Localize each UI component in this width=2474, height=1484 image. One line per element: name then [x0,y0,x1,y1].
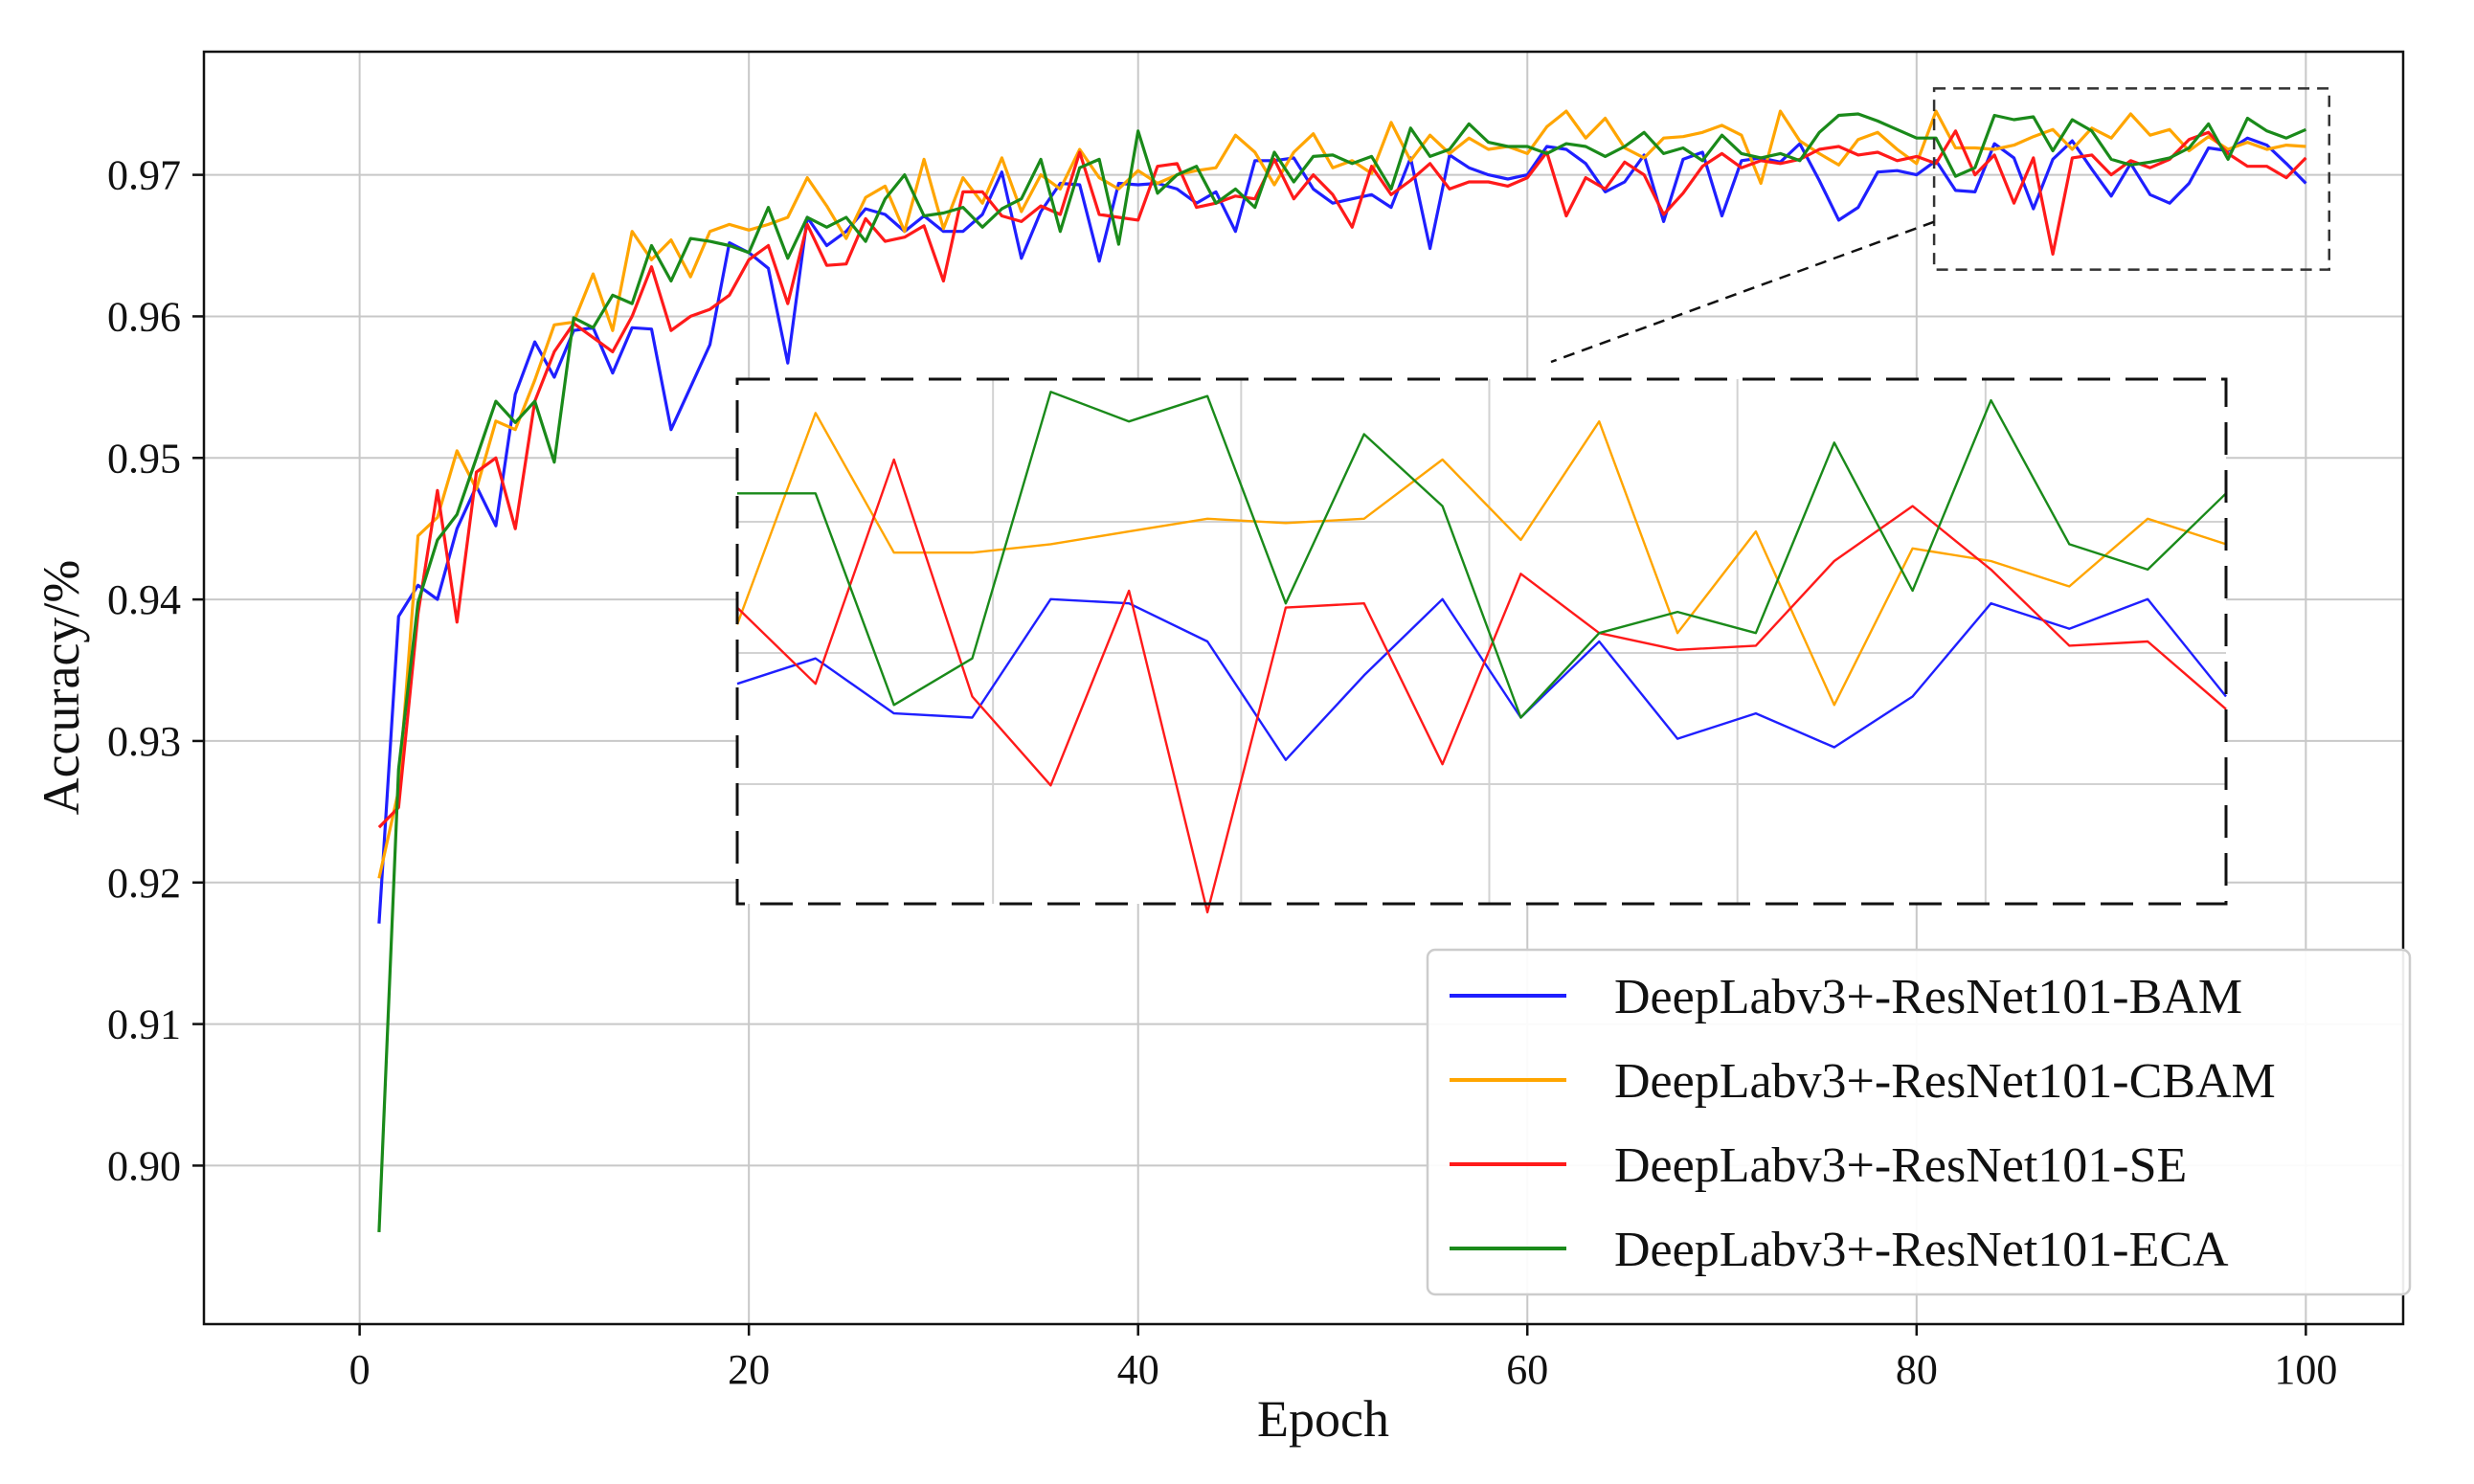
x-axis-ticks: 0 20 40 60 80 100 [349,1324,2337,1393]
y-axis-label: Accuracy/% [33,560,90,816]
y-tick-label: 0.95 [107,435,181,482]
y-tick-label: 0.91 [107,1001,181,1048]
series-line-se [377,129,2307,829]
legend-label: DeepLabv3+-ResNet101-CBAM [1614,1054,2276,1109]
inset-frame [735,377,2228,906]
x-tick-label: 40 [1117,1346,1159,1393]
series-line-eca [377,112,2307,1232]
inset-background [737,379,2226,904]
y-tick-label: 0.90 [107,1142,181,1189]
x-tick-label: 80 [1896,1346,1938,1393]
legend-label: DeepLabv3+-ResNet101-ECA [1614,1223,2229,1277]
y-tick-label: 0.93 [107,718,181,765]
y-tick-label: 0.96 [107,293,181,340]
inset-line-eca [737,391,2227,719]
x-tick-label: 100 [2274,1346,2337,1393]
y-tick-label: 0.92 [107,860,181,907]
series-line-cbam [377,109,2306,879]
legend-label: DeepLabv3+-ResNet101-BAM [1614,970,2242,1024]
inset-line-bam [736,597,2227,761]
zoom-inset [735,377,2228,913]
x-tick-label: 20 [728,1346,770,1393]
zoom-connector [1550,220,1935,364]
x-tick-label: 0 [349,1346,371,1393]
plot-frame [202,50,2405,1326]
main-series-lines [377,109,2307,1232]
inset-line-se [736,458,2227,913]
x-tick-label: 60 [1506,1346,1548,1393]
x-axis-label: Epoch [1257,1390,1389,1448]
legend: DeepLabv3+-ResNet101-BAM DeepLabv3+-ResNe… [1426,948,2412,1296]
zoom-region-rect [1932,87,2331,271]
legend-box [1426,948,2412,1296]
legend-label: DeepLabv3+-ResNet101-SE [1614,1138,2187,1193]
y-tick-label: 0.94 [107,576,181,623]
y-axis-ticks: 0.90 0.91 0.92 0.93 0.94 0.95 0.96 0.97 [107,152,204,1189]
series-line-bam [377,136,2307,924]
y-tick-label: 0.97 [107,152,181,199]
zoom-region-box [1550,87,2331,364]
